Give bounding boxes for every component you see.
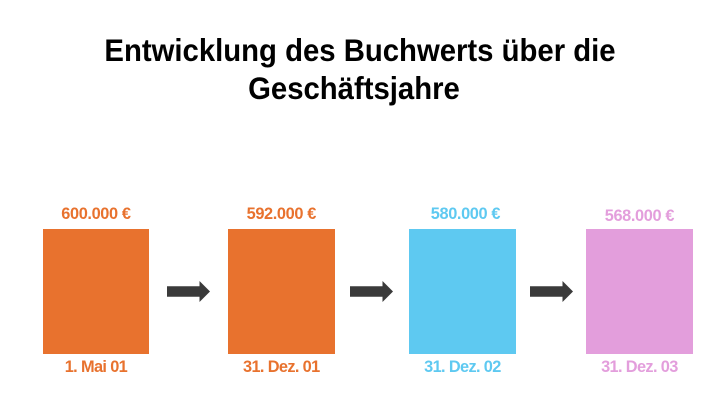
value-label-4: 568.000 € — [604, 206, 675, 225]
flow-step-1: 600.000 € 1. Mai 01 — [43, 0, 149, 405]
flow-step-4: 568.000 € 31. Dez. 03 — [586, 0, 693, 405]
flow-step-2: 592.000 € 31. Dez. 01 — [228, 0, 335, 405]
date-label-1: 1. Mai 01 — [64, 358, 128, 376]
date-label-3: 31. Dez. 02 — [424, 358, 501, 376]
chart-title-line-1: Entwicklung des Buchwerts über die — [104, 32, 616, 69]
bar-3 — [409, 228, 516, 355]
flow-step-3: 580.000 € 31. Dez. 02 — [409, 0, 516, 405]
bar-4 — [586, 228, 693, 355]
chart-title-line-2: Geschäftsjahre — [248, 69, 460, 106]
value-label-2: 592.000 € — [246, 204, 317, 223]
right-arrow-icon-1 — [166, 280, 210, 302]
value-label-1: 600.000 € — [61, 204, 131, 223]
value-label-3: 580.000 € — [430, 204, 501, 223]
right-arrow-icon-3 — [529, 280, 573, 302]
bar-1 — [43, 228, 149, 355]
right-arrow-shape-1 — [166, 280, 210, 302]
date-label-4: 31. Dez. 03 — [601, 358, 678, 376]
date-label-2: 31. Dez. 01 — [243, 358, 320, 376]
right-arrow-shape-3 — [529, 280, 573, 302]
chart-title: Entwicklung des Buchwerts über die Geschä… — [25, 32, 695, 108]
right-arrow-shape-2 — [350, 280, 394, 302]
bar-2 — [228, 228, 335, 355]
right-arrow-icon-2 — [350, 280, 394, 302]
